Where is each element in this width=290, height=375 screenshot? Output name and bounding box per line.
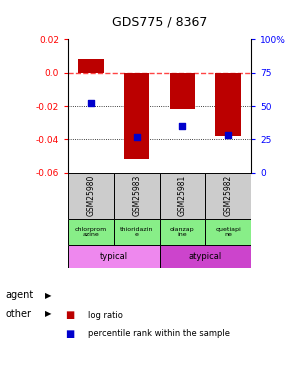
Text: quetiapi
ne: quetiapi ne <box>215 226 241 237</box>
Bar <box>114 173 160 219</box>
Bar <box>160 245 251 268</box>
Text: chlorprom
azine: chlorprom azine <box>75 226 107 237</box>
Bar <box>124 73 149 159</box>
Text: agent: agent <box>6 290 34 300</box>
Text: atypical: atypical <box>188 252 222 261</box>
Point <box>89 100 93 106</box>
Bar <box>205 219 251 245</box>
Bar <box>170 73 195 110</box>
Text: ▶: ▶ <box>45 291 51 300</box>
Point <box>226 132 230 138</box>
Bar <box>215 73 241 136</box>
Text: ▶: ▶ <box>45 309 51 318</box>
Bar <box>68 219 114 245</box>
Bar <box>114 219 160 245</box>
Text: GSM25981: GSM25981 <box>178 175 187 216</box>
Text: ■: ■ <box>65 329 75 339</box>
Point <box>180 123 185 129</box>
Text: GDS775 / 8367: GDS775 / 8367 <box>112 15 207 28</box>
Bar <box>68 173 114 219</box>
Text: log ratio: log ratio <box>88 310 123 320</box>
Bar <box>160 173 205 219</box>
Text: typical: typical <box>100 252 128 261</box>
Bar <box>78 59 104 73</box>
Point <box>134 134 139 140</box>
Text: thioridazin
e: thioridazin e <box>120 226 153 237</box>
Text: GSM25982: GSM25982 <box>224 175 233 216</box>
Text: other: other <box>6 309 32 319</box>
Text: percentile rank within the sample: percentile rank within the sample <box>88 329 231 338</box>
Text: ■: ■ <box>65 310 75 320</box>
Bar <box>160 219 205 245</box>
Text: GSM25983: GSM25983 <box>132 175 141 216</box>
Text: GSM25980: GSM25980 <box>86 175 95 216</box>
Text: olanzap
ine: olanzap ine <box>170 226 195 237</box>
Bar <box>68 245 160 268</box>
Bar <box>205 173 251 219</box>
